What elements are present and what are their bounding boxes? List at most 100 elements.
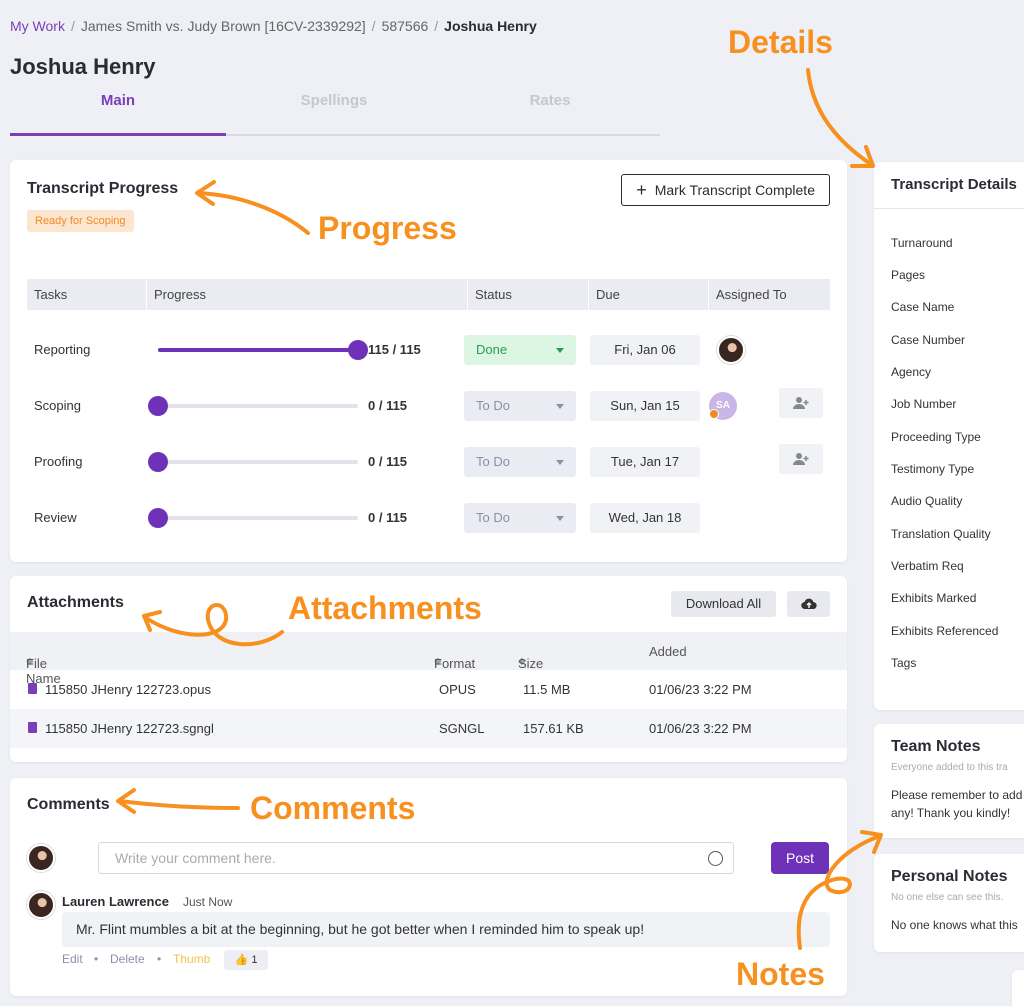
mark-complete-label: Mark Transcript Complete <box>654 182 815 198</box>
file-name[interactable]: 115850 JHenry 122723.opus <box>45 682 211 697</box>
progress-slider[interactable] <box>158 340 368 360</box>
progress-slider[interactable] <box>148 452 358 472</box>
status-dropdown[interactable]: To Do <box>464 503 576 533</box>
task-count: 0 / 115 <box>368 398 408 413</box>
progress-slider[interactable] <box>148 508 358 528</box>
due-date[interactable]: Fri, Jan 06 <box>590 335 700 365</box>
breadcrumb-separator: / <box>434 18 439 34</box>
comments-title: Comments <box>27 796 110 813</box>
comments-card: Comments Write your comment here. Post L… <box>10 778 847 996</box>
chevron-down-icon <box>556 404 564 409</box>
progress-slider-handle[interactable] <box>148 508 168 528</box>
chevron-down-icon <box>556 460 564 465</box>
detail-label: Proceeding Type <box>891 430 981 444</box>
detail-label: Case Name <box>891 300 955 314</box>
sort-icon: ◆ <box>434 656 442 667</box>
detail-label: Turnaround <box>891 236 953 250</box>
cloud-upload-icon <box>800 598 817 610</box>
progress-slider[interactable] <box>148 396 358 416</box>
task-row-scoping: Scoping 0 / 115 To Do Sun, Jan 15 SA <box>27 386 830 426</box>
thumb-count-badge[interactable]: 👍 1 <box>224 950 268 970</box>
status-dropdown[interactable]: To Do <box>464 447 576 477</box>
mark-complete-button[interactable]: + Mark Transcript Complete <box>621 174 830 206</box>
add-assignee-button[interactable] <box>779 388 823 418</box>
tab-rates[interactable]: Rates <box>529 92 571 109</box>
sort-icon: ◆ <box>518 656 526 667</box>
column-header-added: Added <box>649 644 687 659</box>
due-date[interactable]: Wed, Jan 18 <box>590 503 700 533</box>
delete-link[interactable]: Delete <box>110 952 145 966</box>
file-format: SGNGL <box>439 721 485 736</box>
file-added: 01/06/23 3:22 PM <box>649 682 752 697</box>
column-header-due: Due <box>596 287 620 302</box>
comment-text: Mr. Flint mumbles a bit at the beginning… <box>62 912 830 947</box>
breadcrumb-link-my-work[interactable]: My Work <box>10 18 65 34</box>
file-icon <box>28 722 37 733</box>
due-date[interactable]: Sun, Jan 15 <box>590 391 700 421</box>
add-user-icon <box>793 453 809 465</box>
detail-label: Case Number <box>891 333 966 347</box>
add-assignee-button[interactable] <box>779 444 823 474</box>
task-row-proofing: Proofing 0 / 115 To Do Tue, Jan 17 <box>27 442 830 482</box>
status-dropdown[interactable]: Done <box>464 335 576 365</box>
file-format: OPUS <box>439 682 476 697</box>
detail-label: Testimony Type <box>891 462 975 476</box>
status-value: To Do <box>476 398 510 413</box>
avatar[interactable] <box>717 336 745 364</box>
transcript-progress-card: Transcript Progress Ready for Scoping + … <box>10 160 847 562</box>
progress-slider-handle[interactable] <box>148 452 168 472</box>
team-notes-text[interactable]: Please remember to add <box>891 788 1023 802</box>
task-name: Proofing <box>34 454 83 469</box>
tab-spellings[interactable]: Spellings <box>300 92 368 109</box>
tab-main[interactable]: Main <box>10 88 226 136</box>
personal-notes-text[interactable]: No one knows what this <box>891 918 1018 932</box>
status-value: Done <box>476 342 508 357</box>
table-row[interactable]: 115850 JHenry 122723.sgngl SGNGL 157.61 … <box>10 709 847 748</box>
table-row[interactable]: 115850 JHenry 122723.opus OPUS 11.5 MB 0… <box>10 670 847 709</box>
task-name: Scoping <box>34 398 81 413</box>
post-button[interactable]: Post <box>771 842 829 874</box>
comment-author: Lauren Lawrence <box>62 894 169 909</box>
add-user-icon <box>793 397 809 409</box>
sync-icon <box>709 409 719 419</box>
progress-slider-handle[interactable] <box>148 396 168 416</box>
status-value: To Do <box>476 454 510 469</box>
due-date[interactable]: Tue, Jan 17 <box>590 447 700 477</box>
annotation-attachments: Attachments <box>288 590 482 626</box>
file-name[interactable]: 115850 JHenry 122723.sgngl <box>45 721 214 736</box>
team-notes-text[interactable]: any! Thank you kindly! <box>891 806 1011 820</box>
plus-icon: + <box>636 180 647 200</box>
breadcrumb-link-job[interactable]: 587566 <box>381 18 429 34</box>
column-header-progress: Progress <box>154 287 207 302</box>
upload-button[interactable] <box>787 591 830 617</box>
avatar <box>27 844 55 872</box>
detail-label: Exhibits Referenced <box>891 624 999 638</box>
progress-slider-handle[interactable] <box>348 340 368 360</box>
progress-slider-fill <box>158 348 358 352</box>
progress-title: Transcript Progress <box>27 180 179 197</box>
status-dropdown[interactable]: To Do <box>464 391 576 421</box>
thumb-link[interactable]: Thumb <box>173 952 211 966</box>
annotation-details: Details <box>728 24 833 60</box>
download-all-button[interactable]: Download All <box>671 591 776 617</box>
detail-label: Pages <box>891 268 926 282</box>
file-size: 157.61 KB <box>523 721 584 736</box>
column-header-tasks: Tasks <box>34 287 68 302</box>
emoji-icon[interactable] <box>708 851 723 866</box>
task-row-review: Review 0 / 115 To Do Wed, Jan 18 <box>27 498 830 538</box>
file-size: 11.5 MB <box>523 682 571 697</box>
team-notes-card: Team Notes Everyone added to this tra Pl… <box>874 724 1024 838</box>
comment-placeholder: Write your comment here. <box>115 850 276 866</box>
team-notes-subtitle: Everyone added to this tra <box>891 762 1008 773</box>
comment-input[interactable]: Write your comment here. <box>98 842 734 874</box>
chevron-down-icon <box>556 348 564 353</box>
detail-label: Job Number <box>891 397 957 411</box>
status-value: To Do <box>476 510 510 525</box>
edit-link[interactable]: Edit <box>62 952 83 966</box>
breadcrumb-separator: / <box>70 18 75 34</box>
column-header-status: Status <box>475 287 512 302</box>
personal-notes-card: Personal Notes No one else can see this.… <box>874 854 1024 952</box>
task-row-reporting: Reporting 115 / 115 Done Fri, Jan 06 <box>27 330 830 370</box>
breadcrumb-link-case[interactable]: James Smith vs. Judy Brown [16CV-2339292… <box>80 18 366 34</box>
details-title: Transcript Details <box>891 176 1017 193</box>
